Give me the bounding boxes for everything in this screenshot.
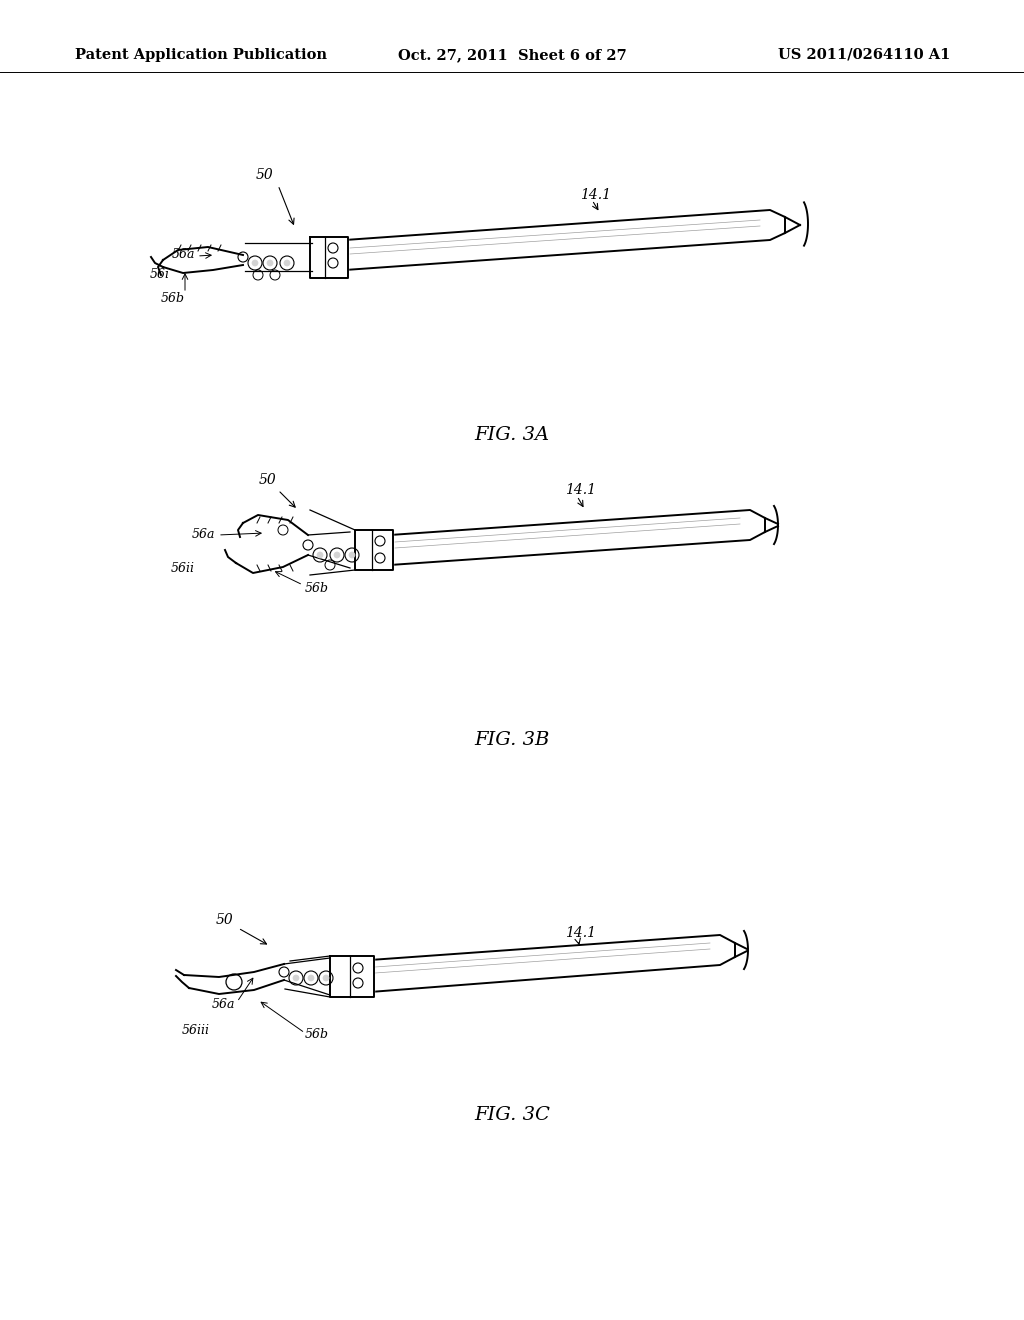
Polygon shape xyxy=(330,956,374,997)
Circle shape xyxy=(267,260,273,267)
Text: 56a: 56a xyxy=(191,528,215,541)
Text: 14.1: 14.1 xyxy=(580,187,611,202)
Text: FIG. 3B: FIG. 3B xyxy=(474,731,550,748)
Text: FIG. 3C: FIG. 3C xyxy=(474,1106,550,1125)
Text: 56b: 56b xyxy=(161,292,185,305)
Text: 56b: 56b xyxy=(305,582,329,594)
Text: 14.1: 14.1 xyxy=(565,927,596,940)
Text: 56a: 56a xyxy=(212,998,234,1011)
Polygon shape xyxy=(390,510,765,565)
Circle shape xyxy=(349,552,355,558)
Text: Patent Application Publication: Patent Application Publication xyxy=(75,48,327,62)
Circle shape xyxy=(334,552,340,558)
Circle shape xyxy=(317,552,323,558)
Text: 56ii: 56ii xyxy=(171,561,195,574)
Circle shape xyxy=(308,975,314,981)
Polygon shape xyxy=(310,238,348,279)
Circle shape xyxy=(293,975,299,981)
Polygon shape xyxy=(355,531,393,570)
Text: 56i: 56i xyxy=(150,268,170,281)
Text: 56iii: 56iii xyxy=(182,1023,210,1036)
Circle shape xyxy=(323,975,329,981)
Text: 50: 50 xyxy=(256,168,273,182)
Circle shape xyxy=(252,260,258,267)
Text: FIG. 3A: FIG. 3A xyxy=(474,426,550,444)
Polygon shape xyxy=(370,935,735,993)
Text: US 2011/0264110 A1: US 2011/0264110 A1 xyxy=(777,48,950,62)
Text: Oct. 27, 2011  Sheet 6 of 27: Oct. 27, 2011 Sheet 6 of 27 xyxy=(397,48,627,62)
Circle shape xyxy=(284,260,290,267)
Polygon shape xyxy=(345,210,785,271)
Text: 56a: 56a xyxy=(171,248,195,261)
Text: 50: 50 xyxy=(259,473,276,487)
Text: 14.1: 14.1 xyxy=(565,483,596,498)
Text: 50: 50 xyxy=(216,913,233,927)
Text: 56b: 56b xyxy=(305,1028,329,1041)
